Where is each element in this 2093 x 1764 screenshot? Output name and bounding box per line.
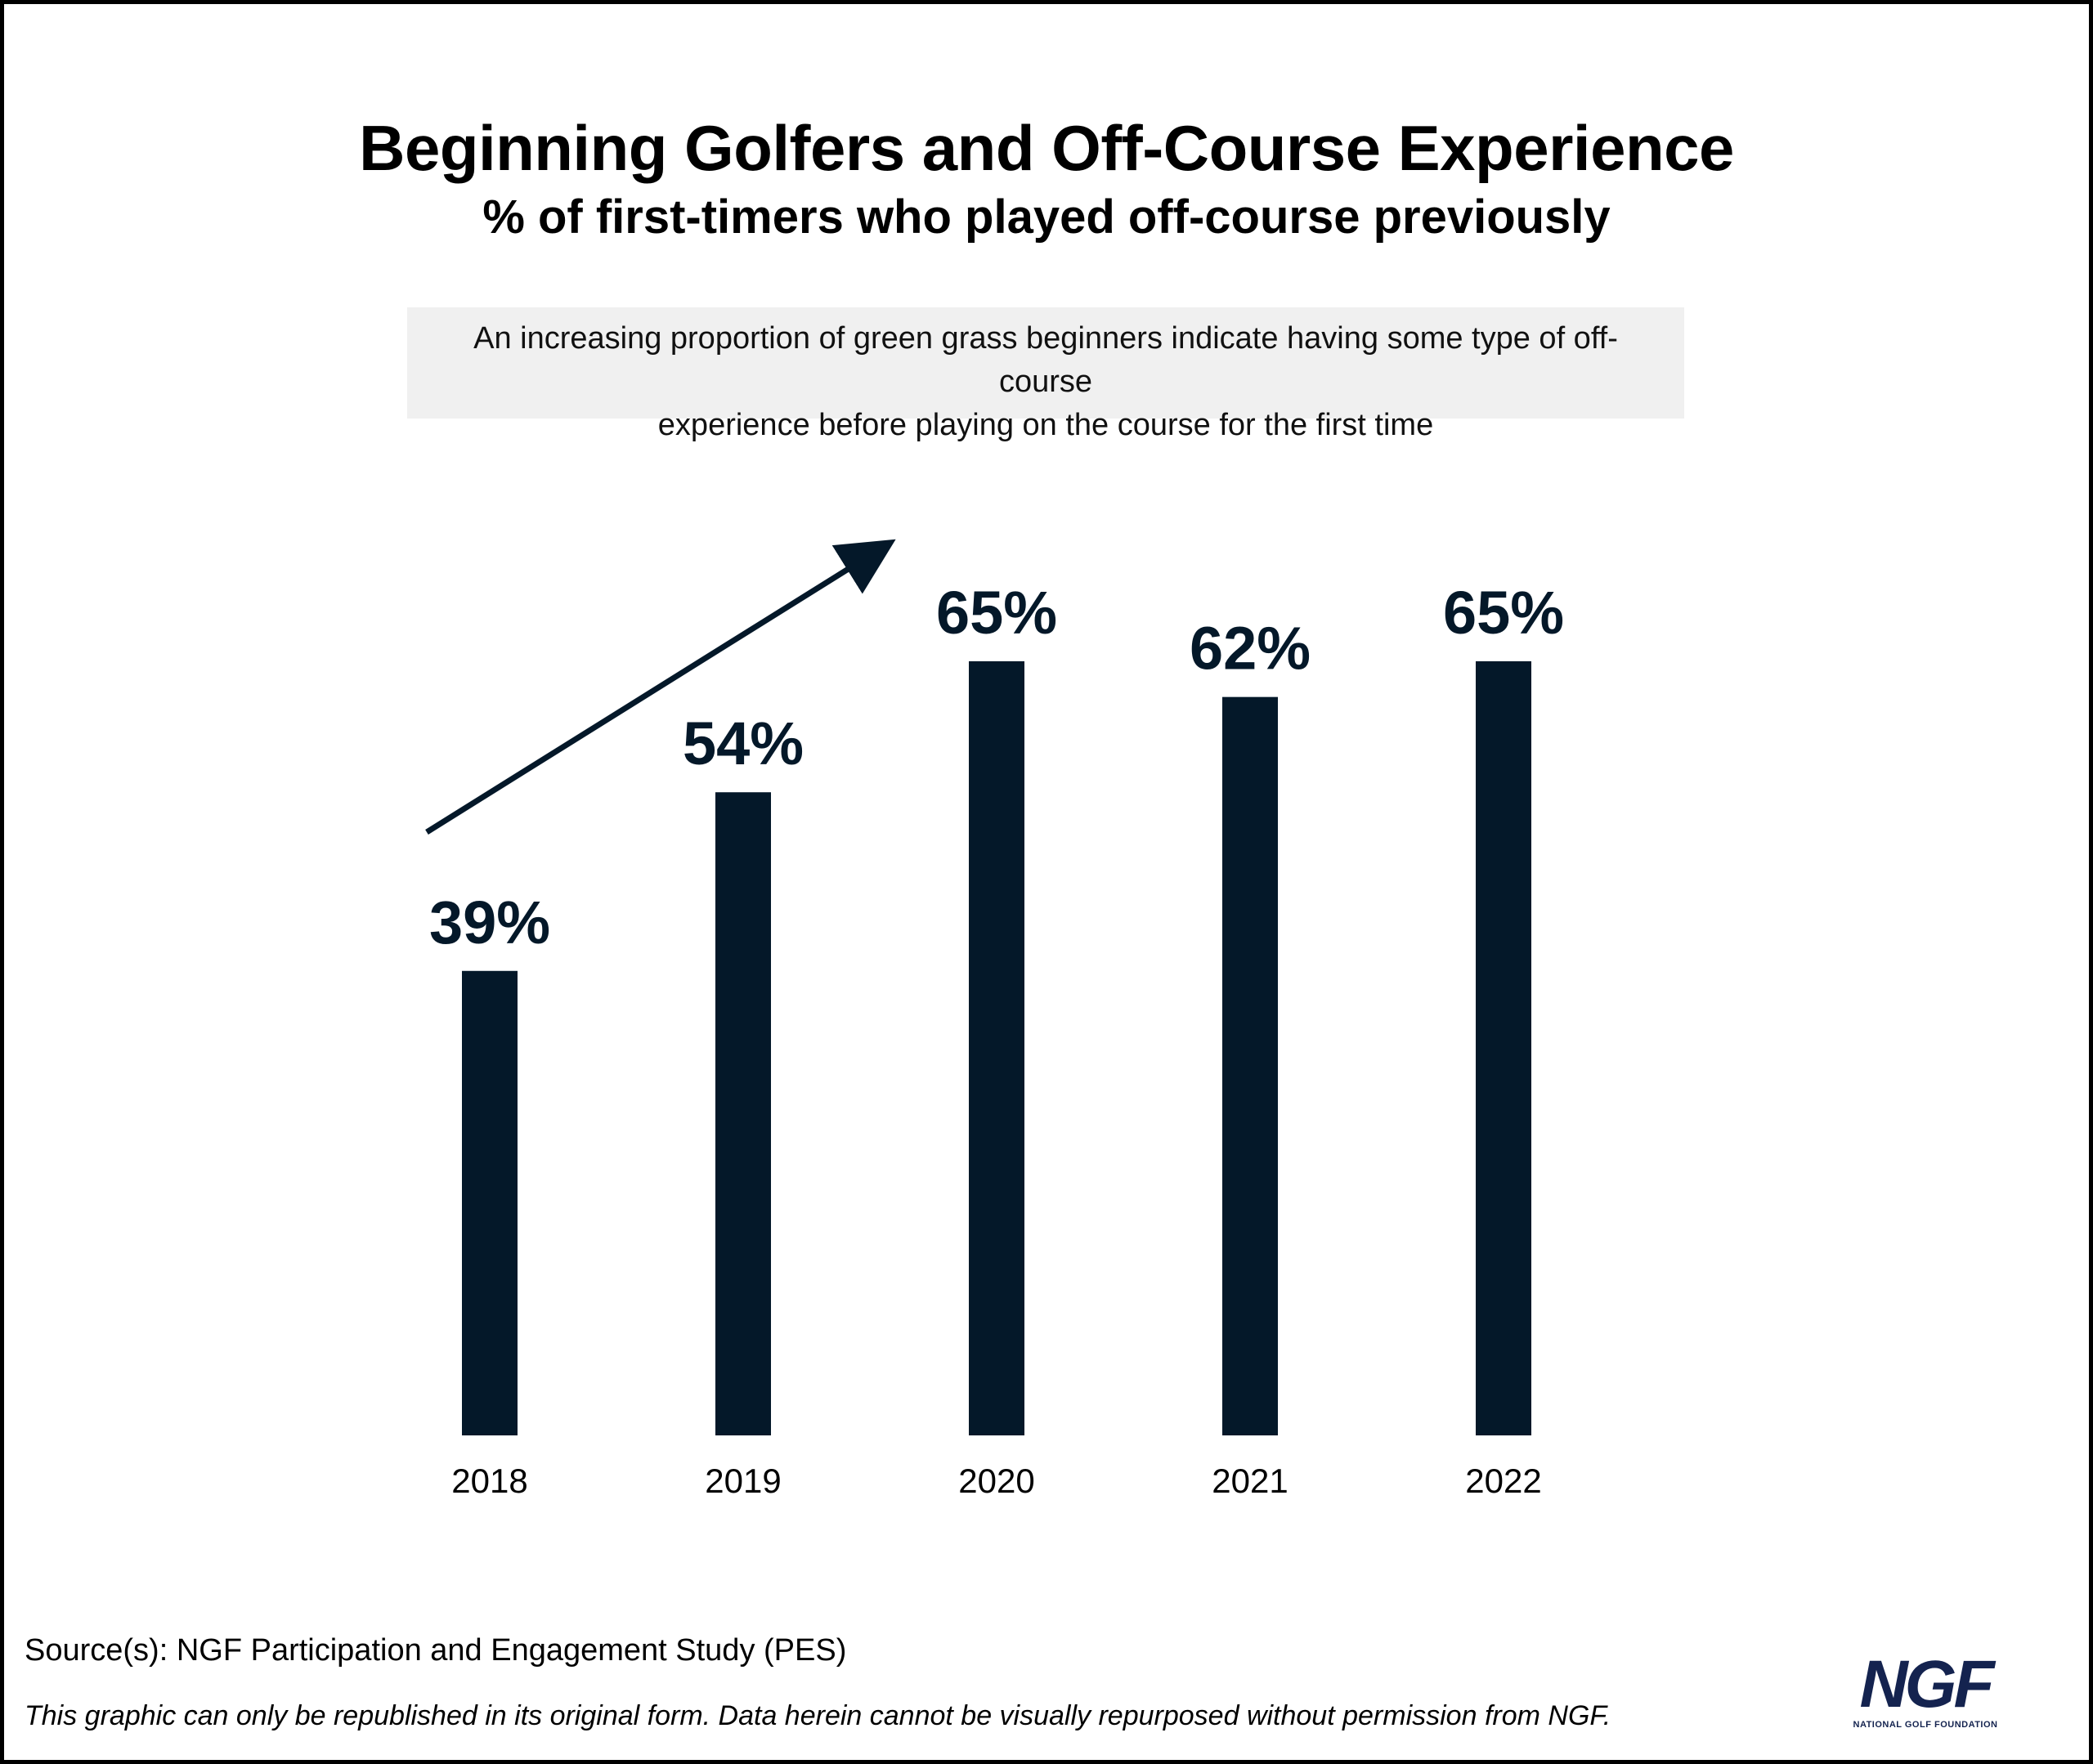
bar-value-label: 62% <box>1190 615 1311 683</box>
ngf-logo: NGF NATIONAL GOLF FOUNDATION <box>1840 1651 2011 1736</box>
bar-chart: 39% 2018 54% 2019 65% 2020 62% 2021 65% 2022 <box>425 539 1564 1500</box>
x-tick-label: 2022 <box>1465 1462 1541 1500</box>
x-tick-label: 2020 <box>958 1462 1034 1500</box>
x-tick-label: 2021 <box>1212 1462 1288 1500</box>
callout-line-1: An increasing proportion of green grass … <box>473 321 1618 399</box>
source-note: Source(s): NGF Participation and Engagem… <box>25 1633 847 1668</box>
bar-2018 <box>462 970 518 1435</box>
callout-line-2: experience before playing on the course … <box>657 408 1434 442</box>
bar-2021 <box>1222 696 1278 1435</box>
bar-value-label: 54% <box>683 710 804 777</box>
bar-value-label: 65% <box>936 579 1057 647</box>
insight-callout: An increasing proportion of green grass … <box>407 307 1684 442</box>
bar-value-label: 65% <box>1443 579 1564 647</box>
x-tick-label: 2018 <box>451 1462 527 1500</box>
x-tick-label: 2019 <box>705 1462 781 1500</box>
disclaimer-note: This graphic can only be republished in … <box>25 1700 1611 1731</box>
trend-arrow <box>425 539 896 835</box>
chart-subtitle: % of first-timers who played off-course … <box>482 190 1611 244</box>
bar-2019 <box>715 792 771 1435</box>
bar-value-label: 39% <box>429 889 550 956</box>
chart-title: Beginning Golfers and Off-Course Experie… <box>359 112 1734 184</box>
bar-2020 <box>969 660 1024 1435</box>
ngf-logo-mark: NGF <box>1859 1647 1994 1721</box>
ngf-logo-tagline: NATIONAL GOLF FOUNDATION <box>1853 1720 1998 1730</box>
bar-2022 <box>1476 660 1531 1435</box>
